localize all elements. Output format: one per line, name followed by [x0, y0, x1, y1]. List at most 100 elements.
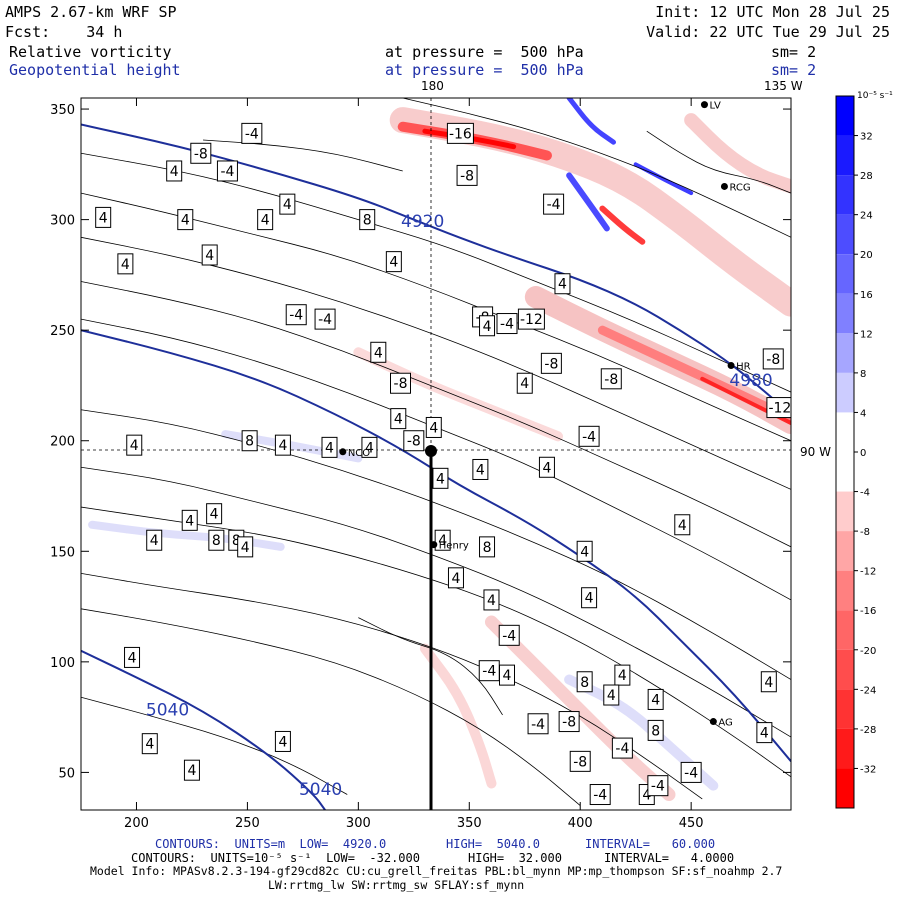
vorticity-label-box: [483, 589, 500, 611]
vorticity-contour: [81, 281, 791, 548]
colorbar-tick-label: 8: [860, 369, 866, 380]
colorbar-tick-label: -16: [860, 606, 876, 617]
vorticity-label: -4: [500, 317, 514, 333]
colorbar-segment: [836, 96, 854, 136]
vorticity-label-box: [146, 529, 163, 551]
colorbar-tick-label: 20: [860, 250, 873, 261]
vorticity-label: 4: [145, 737, 154, 753]
height-contour-label: 4920: [401, 212, 444, 232]
vorticity-label-box: [756, 722, 773, 744]
station-label: AG: [718, 718, 732, 729]
colorbar-segment: [836, 689, 854, 729]
vorticity-label: 4: [558, 277, 567, 293]
vorticity-label: -4: [220, 164, 234, 180]
vorticity-label: 4: [678, 518, 687, 534]
vorticity-label: 4: [365, 440, 374, 456]
vorticity-band: [566, 98, 616, 145]
vorticity-contour: [81, 409, 791, 680]
colorbar: 32 28 24 20 16 12 8 4 0 -4 -8 -12 -16 -20 -24 -28 -32: [835, 95, 876, 809]
vorticity-label: -4: [502, 628, 516, 644]
colorbar-segment: [836, 333, 854, 373]
vorticity-label: -4: [547, 197, 561, 213]
vorticity-contour: [81, 608, 581, 806]
vorticity-label-box: [603, 684, 620, 706]
field2-name: Geopotential height: [9, 61, 181, 79]
vorticity-label: -4: [318, 312, 332, 328]
colorbar-segment: [836, 491, 854, 532]
colorbar-segment: [836, 175, 854, 215]
init-time: Init: 12 UTC Mon 28 Jul 25: [655, 3, 890, 21]
vorticity-label: 4: [394, 412, 403, 428]
vorticity-contour: [81, 696, 348, 795]
vorticity-label-box: [581, 587, 598, 609]
y-tick-label: 250: [50, 324, 75, 339]
vorticity-label: -8: [562, 715, 576, 731]
x-tick-label: 400: [568, 816, 593, 831]
vorticity-label: 4: [374, 345, 383, 361]
vorticity-label-box: [241, 430, 258, 452]
vorticity-label-box: [446, 122, 474, 144]
vorticity-label-box: [370, 341, 387, 363]
colorbar-segment: [836, 135, 854, 176]
footer-height-interval: INTERVAL= 60.000: [585, 837, 716, 851]
colorbar-tick-label: -4: [860, 488, 870, 499]
vorticity-label-box: [578, 425, 600, 447]
vorticity-label-box: [279, 193, 296, 215]
height-contour-label: 5040: [299, 780, 342, 800]
vorticity-label: 4: [99, 210, 108, 226]
vorticity-label: -4: [531, 717, 545, 733]
vorticity-label-box: [569, 750, 591, 772]
station-dot: [709, 718, 717, 726]
vorticity-label: 4: [130, 438, 139, 454]
x-tick-label: 300: [346, 816, 371, 831]
vorticity-label-box: [600, 368, 622, 390]
vorticity-label-box: [425, 416, 442, 438]
y-tick-label: 300: [50, 214, 75, 229]
vorticity-contour: [646, 130, 791, 194]
vorticity-label: 8: [245, 434, 254, 450]
colorbar-tick-label: 0: [860, 448, 866, 459]
colorbar-segment: [836, 412, 854, 452]
field1-pressure: at pressure = 500 hPa: [385, 43, 584, 61]
vorticity-label: 4: [542, 460, 551, 476]
vorticity-band: [566, 172, 610, 232]
footer-height-high: HIGH= 5040.0: [446, 837, 540, 851]
colorbar-segment: [836, 768, 854, 808]
vorticity-label: -4: [482, 664, 496, 680]
vorticity-label: -8: [460, 168, 474, 184]
colorbar-tick-label: -28: [860, 725, 876, 736]
longitude-label-90w: 90 W: [800, 445, 831, 459]
field1-name: Relative vorticity: [9, 43, 172, 61]
vorticity-label-box: [216, 160, 238, 182]
field2-pressure: at pressure = 500 hPa: [385, 61, 584, 79]
colorbar-segment: [836, 649, 854, 690]
vorticity-label: 4: [185, 513, 194, 529]
vorticity-label: 4: [121, 257, 130, 273]
longitude-label-135w: 135 W: [764, 79, 803, 93]
vorticity-label-box: [496, 313, 518, 335]
vorticity-label-box: [540, 352, 562, 374]
vorticity-label: -8: [194, 146, 208, 162]
vorticity-label: 4: [520, 376, 529, 392]
station-dot: [720, 182, 728, 190]
colorbar-tick-label: 12: [860, 329, 873, 340]
vorticity-label: -4: [615, 741, 629, 757]
axes: 200 250 300 350 400 450 50 100 150 200 250 300 350: [50, 98, 791, 831]
footer-vort-high: HIGH= 32.000: [468, 851, 562, 865]
vorticity-label-box: [432, 467, 449, 489]
station-label: NCO: [348, 448, 370, 459]
vorticity-label-box: [434, 529, 451, 551]
vorticity-label-box: [498, 624, 520, 646]
vorticity-label: 4: [651, 692, 660, 708]
station-dot: [339, 448, 347, 456]
footer-vort-contours: CONTOURS: UNITS=10⁻⁵ s⁻¹ LOW= -32.000: [131, 851, 420, 865]
vorticity-label: 4: [261, 213, 270, 229]
vorticity-label-box: [385, 251, 402, 273]
vorticity-label: 4: [187, 763, 196, 779]
vorticity-label-box: [274, 434, 291, 456]
colorbar-segment: [836, 610, 854, 650]
vorticity-label: 4: [503, 668, 512, 684]
height-contour-5040: [81, 649, 326, 810]
y-tick-label: 150: [50, 545, 75, 560]
vorticity-label-box: [390, 372, 411, 394]
